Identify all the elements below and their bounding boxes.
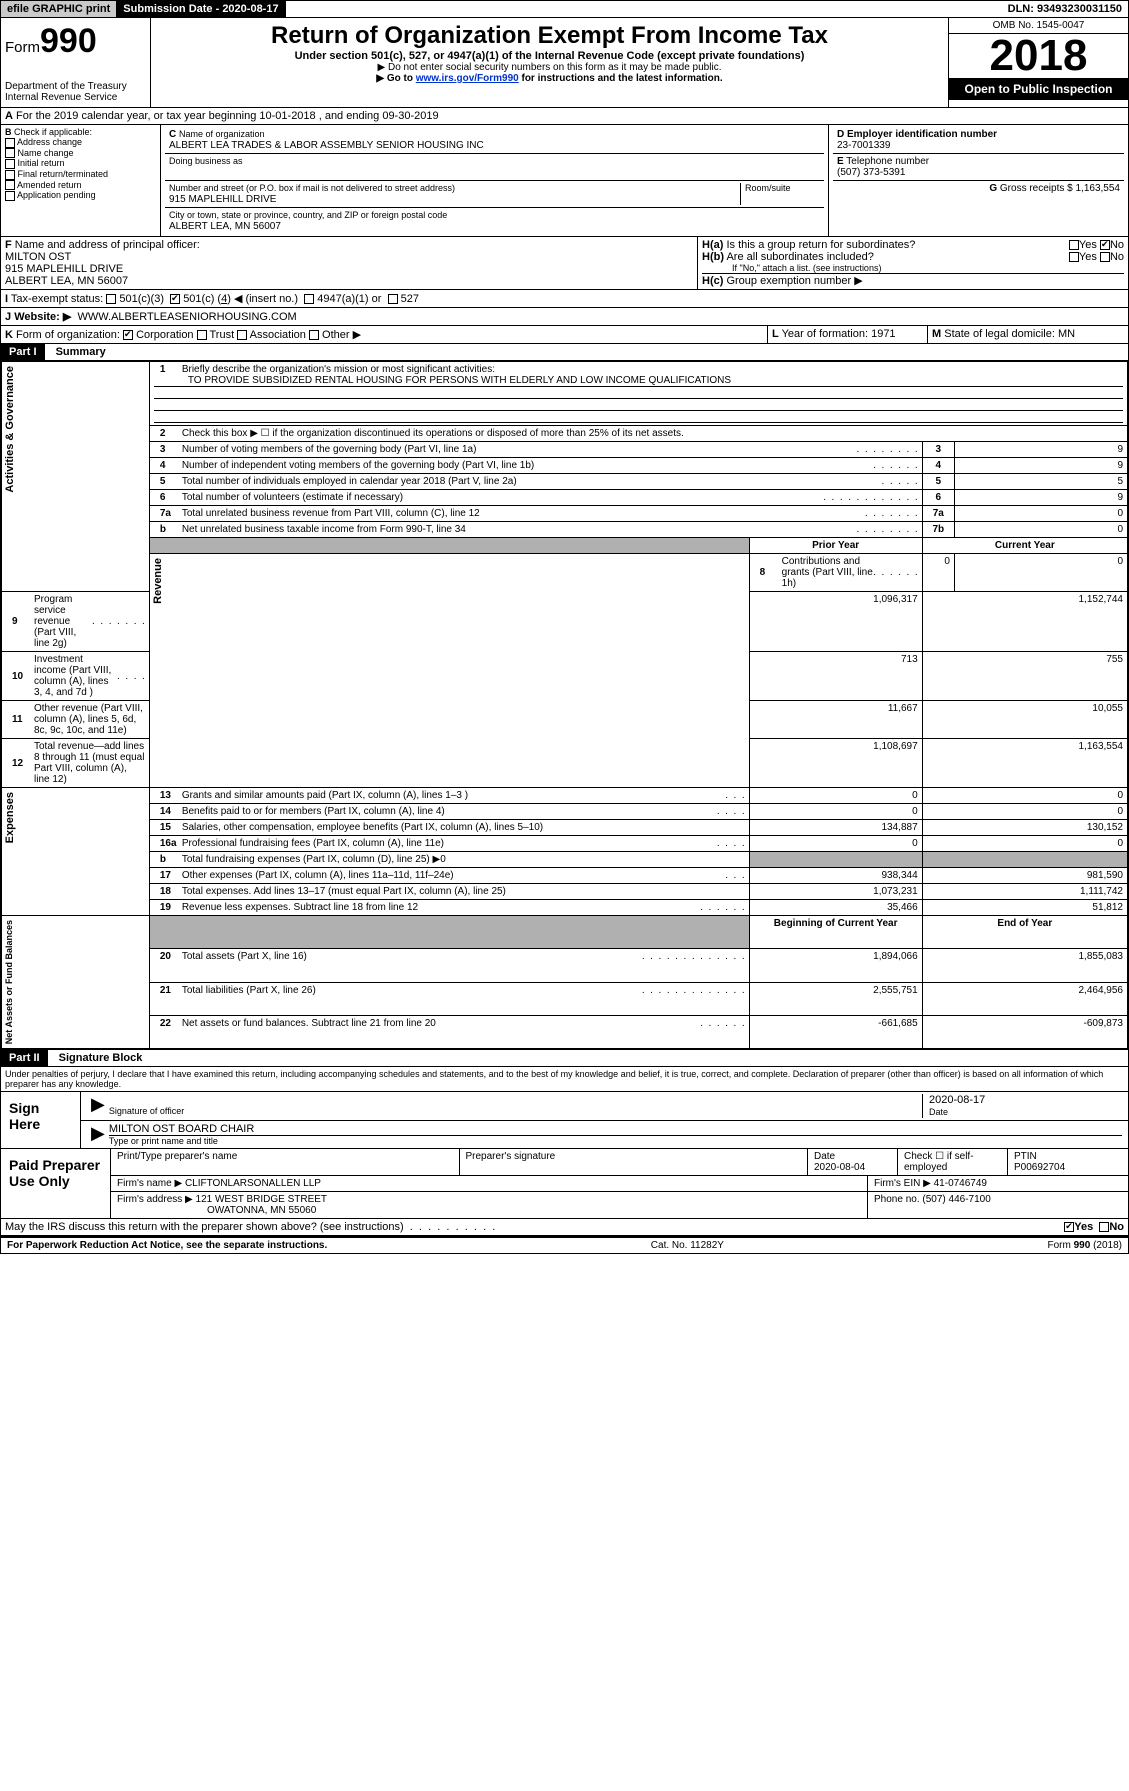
- irs-label: Internal Revenue Service: [5, 92, 146, 103]
- ein: 23-7001339: [837, 140, 890, 151]
- part2-title: Signature Block: [51, 1052, 143, 1064]
- form-title: Return of Organization Exempt From Incom…: [161, 22, 938, 50]
- arrow-icon: ▶: [87, 1123, 109, 1146]
- preparer-block: Paid Preparer Use Only Print/Type prepar…: [0, 1149, 1129, 1219]
- penalty-statement: Under penalties of perjury, I declare th…: [1, 1067, 1128, 1091]
- tax-exempt-status: I Tax-exempt status: 501(c)(3) 501(c) (4…: [1, 290, 423, 307]
- org-city: ALBERT LEA, MN 56007: [169, 221, 281, 232]
- officer-group-block: F Name and address of principal officer:…: [0, 237, 1129, 290]
- form-number: Form990: [5, 22, 146, 61]
- form-of-org: K Form of organization: Corporation Trus…: [1, 326, 768, 343]
- org-name: ALBERT LEA TRADES & LABOR ASSEMBLY SENIO…: [169, 140, 484, 151]
- phone: (507) 373-5391: [837, 167, 905, 178]
- form-subtitle: Under section 501(c), 527, or 4947(a)(1)…: [161, 50, 938, 62]
- summary-table: Activities & Governance 1Briefly describ…: [1, 361, 1128, 1049]
- gross-receipts: 1,163,554: [1076, 183, 1121, 194]
- tax-year: 2018: [949, 34, 1128, 78]
- irs-link[interactable]: www.irs.gov/Form990: [416, 73, 519, 84]
- part1-title: Summary: [48, 346, 106, 358]
- year-formation: L Year of formation: 1971: [768, 326, 928, 343]
- note-link: ▶ Go to www.irs.gov/Form990 for instruct…: [161, 73, 938, 84]
- efile-button[interactable]: efile GRAPHIC print: [1, 1, 117, 17]
- note-ssn: ▶ Do not enter social security numbers o…: [161, 62, 938, 73]
- signature-block: Sign Here ▶ Signature of officer 2020-08…: [0, 1092, 1129, 1149]
- dln: DLN: 93493230031150: [1002, 1, 1128, 17]
- form-header: Form990 Department of the Treasury Inter…: [0, 18, 1129, 108]
- submission-date: Submission Date - 2020-08-17: [117, 1, 285, 17]
- period-a: A For the 2019 calendar year, or tax yea…: [1, 108, 443, 124]
- website-row: J Website: ▶ WWW.ALBERTLEASENIORHOUSING.…: [1, 308, 301, 325]
- part1-header: Part I: [1, 344, 45, 360]
- discuss-row: May the IRS discuss this return with the…: [1, 1219, 1128, 1235]
- part2-header: Part II: [1, 1050, 48, 1066]
- state-domicile: M State of legal domicile: MN: [928, 326, 1128, 343]
- dept-label: Department of the Treasury: [5, 81, 146, 92]
- top-bar: efile GRAPHIC print Submission Date - 20…: [0, 0, 1129, 18]
- org-address: 915 MAPLEHILL DRIVE: [169, 194, 276, 205]
- arrow-icon: ▶: [87, 1094, 109, 1118]
- open-public: Open to Public Inspection: [949, 78, 1128, 100]
- identity-block: B Check if applicable: Address change Na…: [0, 125, 1129, 237]
- footer: For Paperwork Reduction Act Notice, see …: [0, 1236, 1129, 1254]
